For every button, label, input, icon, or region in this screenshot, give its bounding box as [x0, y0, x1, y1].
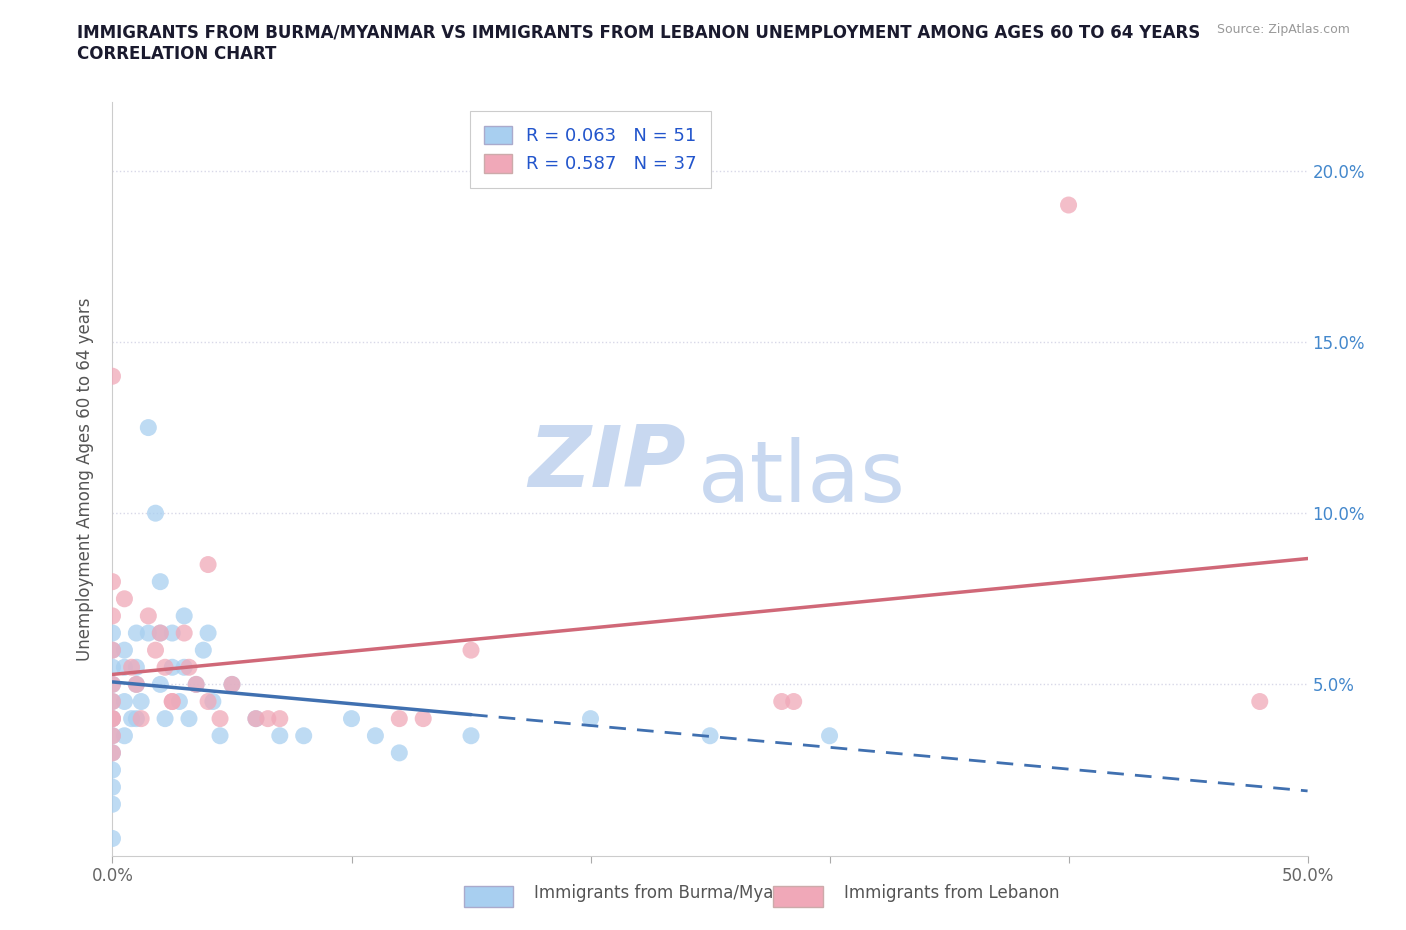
Point — [209, 711, 232, 726]
Point — [173, 660, 195, 675]
Point — [101, 677, 124, 692]
Point — [101, 728, 124, 743]
Point — [153, 711, 176, 726]
Point — [125, 677, 148, 692]
Point — [138, 608, 160, 623]
Text: IMMIGRANTS FROM BURMA/MYANMAR VS IMMIGRANTS FROM LEBANON UNEMPLOYMENT AMONG AGES: IMMIGRANTS FROM BURMA/MYANMAR VS IMMIGRA… — [77, 23, 1201, 41]
Point — [162, 626, 183, 641]
Point — [209, 728, 232, 743]
Point — [101, 831, 124, 846]
Point — [114, 694, 135, 709]
Point — [125, 626, 148, 641]
Point — [177, 660, 200, 675]
Point — [138, 420, 160, 435]
Point — [101, 677, 124, 692]
Point — [186, 677, 208, 692]
Point — [101, 694, 124, 709]
Point — [101, 797, 124, 812]
Point — [162, 694, 183, 709]
Point — [101, 626, 124, 641]
Point — [770, 694, 793, 709]
Point — [197, 626, 219, 641]
Point — [169, 694, 191, 709]
Point — [460, 728, 482, 743]
Text: Immigrants from Lebanon: Immigrants from Lebanon — [844, 884, 1059, 902]
Y-axis label: Unemployment Among Ages 60 to 64 years: Unemployment Among Ages 60 to 64 years — [76, 298, 94, 660]
Point — [121, 711, 143, 726]
Point — [1057, 197, 1080, 212]
Point — [579, 711, 602, 726]
Point — [129, 711, 152, 726]
Point — [101, 643, 124, 658]
Point — [149, 626, 172, 641]
Point — [173, 626, 195, 641]
Point — [125, 660, 148, 675]
Point — [245, 711, 267, 726]
Point — [114, 643, 135, 658]
Point — [114, 660, 135, 675]
Point — [245, 711, 267, 726]
Point — [125, 711, 148, 726]
Point — [101, 711, 124, 726]
Point — [101, 763, 124, 777]
Point — [149, 626, 172, 641]
Point — [197, 557, 219, 572]
Text: atlas: atlas — [699, 437, 905, 521]
Point — [101, 746, 124, 761]
Point — [173, 608, 195, 623]
Point — [101, 574, 124, 589]
Text: Immigrants from Burma/Myanmar: Immigrants from Burma/Myanmar — [534, 884, 817, 902]
Point — [221, 677, 243, 692]
Point — [149, 574, 172, 589]
Point — [388, 746, 411, 761]
Point — [101, 746, 124, 761]
Point — [177, 711, 200, 726]
Point — [257, 711, 280, 726]
Point — [221, 677, 243, 692]
Point — [129, 694, 152, 709]
Text: ZIP: ZIP — [529, 422, 686, 505]
Point — [186, 677, 208, 692]
Point — [412, 711, 434, 726]
Point — [197, 694, 219, 709]
Point — [101, 711, 124, 726]
Point — [292, 728, 315, 743]
Point — [101, 694, 124, 709]
Point — [699, 728, 721, 743]
Text: Source: ZipAtlas.com: Source: ZipAtlas.com — [1216, 23, 1350, 36]
Point — [101, 660, 124, 675]
Point — [269, 728, 291, 743]
Point — [460, 643, 482, 658]
Point — [145, 506, 167, 521]
Point — [114, 591, 135, 606]
Point — [782, 694, 804, 709]
Text: CORRELATION CHART: CORRELATION CHART — [77, 45, 277, 62]
Point — [114, 728, 135, 743]
Point — [364, 728, 387, 743]
Point — [125, 677, 148, 692]
Point — [121, 660, 143, 675]
Point — [193, 643, 215, 658]
Point — [340, 711, 363, 726]
Point — [101, 643, 124, 658]
Legend: R = 0.063   N = 51, R = 0.587   N = 37: R = 0.063 N = 51, R = 0.587 N = 37 — [470, 112, 711, 188]
Point — [145, 643, 167, 658]
Point — [101, 711, 124, 726]
Point — [818, 728, 841, 743]
Point — [388, 711, 411, 726]
Point — [101, 779, 124, 794]
Point — [101, 728, 124, 743]
Point — [201, 694, 224, 709]
Point — [101, 608, 124, 623]
Point — [162, 660, 183, 675]
Point — [149, 677, 172, 692]
Point — [269, 711, 291, 726]
Point — [138, 626, 160, 641]
Point — [162, 694, 183, 709]
Point — [153, 660, 176, 675]
Point — [101, 369, 124, 384]
Point — [1249, 694, 1271, 709]
